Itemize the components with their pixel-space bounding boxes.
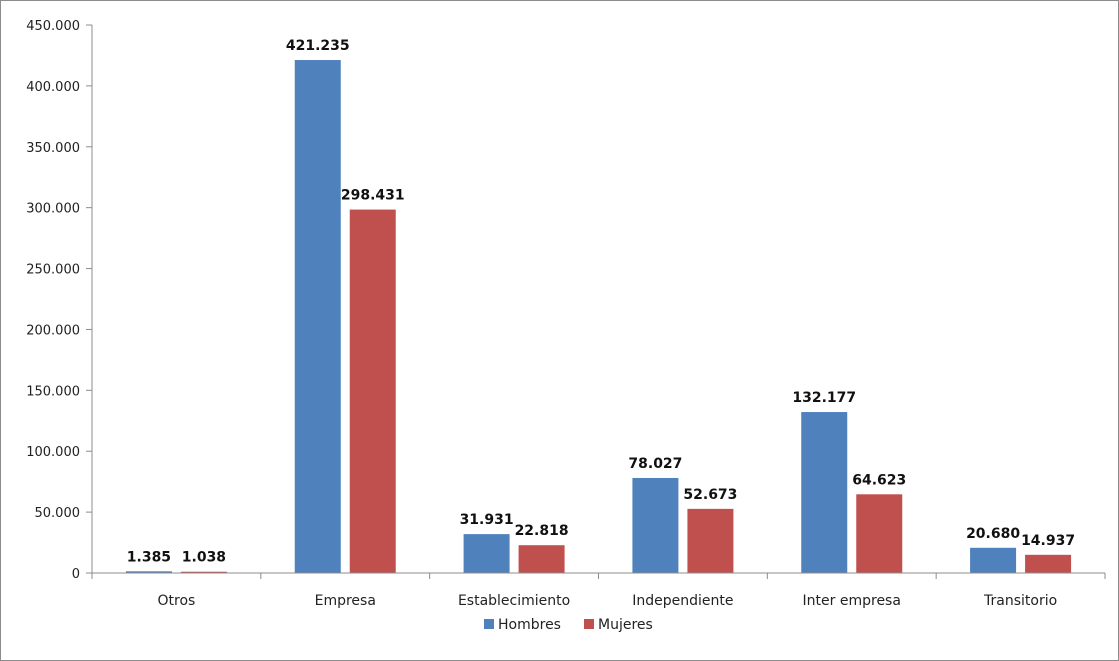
bar-hombres bbox=[632, 477, 679, 573]
bar-hombres bbox=[294, 60, 341, 574]
x-category-label: Otros bbox=[158, 593, 196, 609]
bar-mujeres bbox=[687, 508, 734, 573]
y-tick-label: 250.000 bbox=[26, 263, 80, 278]
bar-hombres bbox=[970, 547, 1017, 573]
data-label-mujeres: 52.673 bbox=[683, 487, 737, 503]
x-category-label: Establecimiento bbox=[458, 593, 570, 609]
x-category-label: Empresa bbox=[315, 593, 376, 609]
legend-label-hombres: Hombres bbox=[498, 617, 561, 633]
y-tick-label: 50.000 bbox=[35, 506, 81, 521]
bar-mujeres bbox=[856, 494, 903, 573]
y-tick-label: 150.000 bbox=[26, 384, 80, 399]
bar-hombres bbox=[801, 412, 848, 573]
x-category-label: Inter empresa bbox=[803, 593, 901, 609]
legend-label-mujeres: Mujeres bbox=[598, 617, 653, 633]
data-label-mujeres: 22.818 bbox=[515, 523, 569, 539]
data-label-hombres: 421.235 bbox=[286, 38, 350, 54]
data-label-mujeres: 298.431 bbox=[341, 188, 405, 204]
y-tick-label: 0 bbox=[72, 567, 80, 582]
y-tick-label: 350.000 bbox=[26, 141, 80, 156]
y-tick-label: 300.000 bbox=[26, 202, 80, 217]
data-label-mujeres: 14.937 bbox=[1021, 533, 1075, 549]
legend-swatch-hombres bbox=[484, 619, 494, 629]
bar-mujeres bbox=[349, 209, 396, 573]
data-label-hombres: 31.931 bbox=[460, 512, 514, 528]
bar-hombres bbox=[463, 534, 510, 573]
bar-mujeres bbox=[180, 571, 227, 573]
y-tick-label: 200.000 bbox=[26, 323, 80, 338]
data-label-mujeres: 64.623 bbox=[852, 472, 906, 488]
data-label-hombres: 20.680 bbox=[966, 526, 1020, 542]
data-label-hombres: 132.177 bbox=[792, 390, 856, 406]
legend-swatch-mujeres bbox=[584, 619, 594, 629]
y-tick-label: 450.000 bbox=[26, 19, 80, 34]
data-label-mujeres: 1.038 bbox=[182, 550, 226, 566]
y-tick-label: 100.000 bbox=[26, 445, 80, 460]
bar-hombres bbox=[125, 571, 172, 573]
x-category-label: Independiente bbox=[632, 593, 733, 609]
y-tick-label: 400.000 bbox=[26, 80, 80, 95]
x-category-label: Transitorio bbox=[983, 593, 1057, 609]
bar-mujeres bbox=[1025, 554, 1072, 573]
bar-mujeres bbox=[518, 545, 565, 573]
data-label-hombres: 78.027 bbox=[628, 456, 682, 472]
data-label-hombres: 1.385 bbox=[127, 549, 171, 565]
